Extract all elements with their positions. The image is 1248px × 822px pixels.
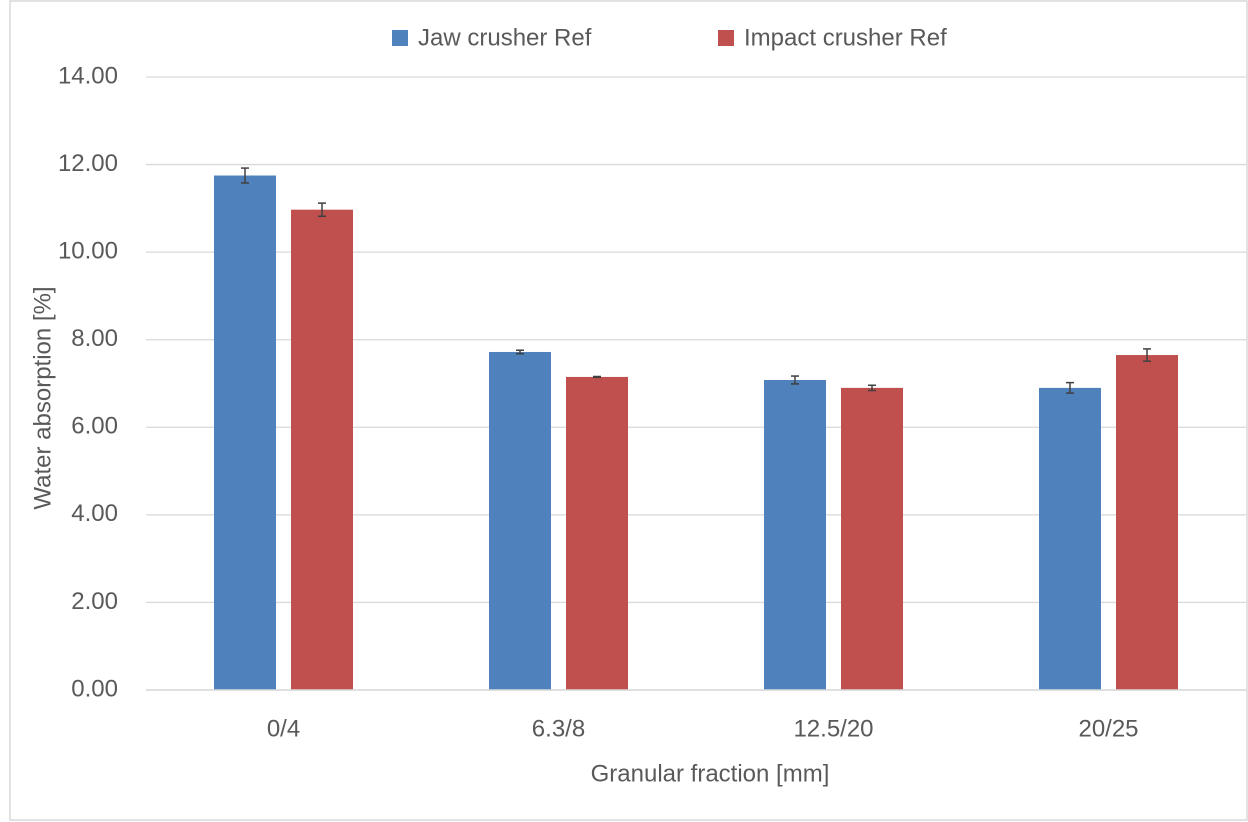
error-bar bbox=[868, 384, 876, 392]
error-bar bbox=[516, 349, 524, 355]
error-bar bbox=[791, 375, 799, 385]
bar bbox=[214, 175, 276, 691]
y-tick-label: 4.00 bbox=[71, 500, 118, 527]
error-bar bbox=[1066, 381, 1074, 394]
error-bar bbox=[318, 202, 326, 217]
y-tick-label: 12.00 bbox=[58, 150, 118, 177]
legend-swatch bbox=[718, 30, 734, 46]
y-tick-label: 8.00 bbox=[71, 325, 118, 352]
y-tick-label: 6.00 bbox=[71, 413, 118, 440]
legend-swatch bbox=[392, 30, 408, 46]
error-bar bbox=[1143, 348, 1151, 362]
x-tick-label: 0/4 bbox=[267, 715, 300, 742]
bar bbox=[841, 387, 903, 690]
x-axis-label: Granular fraction [mm] bbox=[591, 760, 830, 787]
bar bbox=[291, 209, 353, 690]
legend-label: Impact crusher Ref bbox=[744, 24, 947, 51]
y-tick-label: 14.00 bbox=[58, 62, 118, 89]
y-tick-label: 0.00 bbox=[71, 675, 118, 702]
bar bbox=[1116, 355, 1178, 690]
error-bar bbox=[593, 375, 601, 379]
legend-label: Jaw crusher Ref bbox=[418, 24, 592, 51]
x-tick-label: 12.5/20 bbox=[793, 715, 873, 742]
error-bar bbox=[241, 167, 249, 184]
x-tick-label: 20/25 bbox=[1078, 715, 1138, 742]
y-tick-label: 10.00 bbox=[58, 237, 118, 264]
y-axis-label: Water absorption [%] bbox=[29, 286, 56, 509]
bar bbox=[566, 376, 628, 690]
bar bbox=[764, 379, 826, 690]
x-tick-label: 6.3/8 bbox=[532, 715, 585, 742]
y-tick-label: 2.00 bbox=[71, 588, 118, 615]
bar bbox=[489, 351, 551, 690]
bar bbox=[1039, 387, 1101, 690]
